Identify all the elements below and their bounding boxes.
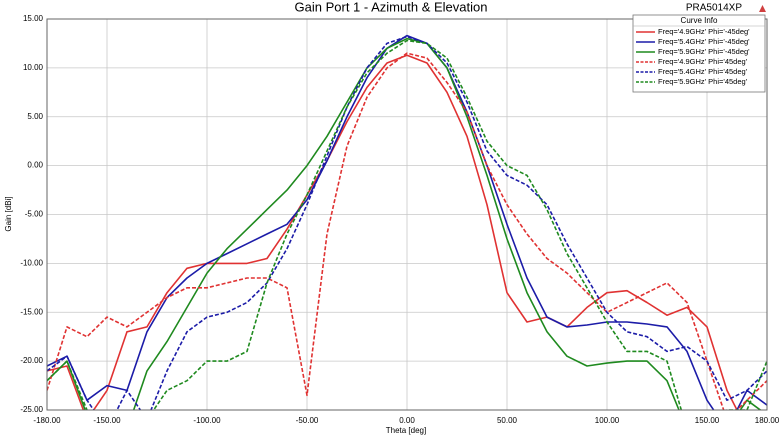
y-tick-label: 5.00 [27,112,43,121]
plot-lines [47,34,767,410]
x-tick-label: 50.00 [497,416,518,425]
plot-frame [46,18,768,411]
y-axis-label: Gain [dBi] [4,196,13,231]
y-tick-label: 15.00 [23,14,44,23]
x-tick-label: 150.00 [695,416,720,425]
y-tick-label: -20.00 [20,356,43,365]
x-tick-label: -50.00 [296,416,319,425]
series-line [47,39,767,410]
x-tick-label: 180.00 [755,416,780,425]
y-tick-label: -15.00 [20,307,43,316]
legend-label: Freq='5.4GHz' Phi='-45deg' [658,37,750,46]
y-tick-label: 0.00 [27,161,43,170]
x-tick-label: -100.00 [193,416,221,425]
series-line [47,52,767,410]
x-tick-label: -150.00 [93,416,121,425]
legend-label: Freq='5.9GHz' Phi='-45deg' [658,47,750,56]
x-axis-label: Theta [deg] [386,426,426,435]
x-tick-label: -180.00 [33,416,61,425]
series-line [47,54,767,410]
chart-title: Gain Port 1 - Azimuth & Elevation [295,0,488,14]
series-line [47,37,762,410]
x-tick-label: 0.00 [399,416,415,425]
legend-title: Curve Info [681,16,718,25]
y-tick-label: 10.00 [23,63,44,72]
y-tick-label: -25.00 [20,405,43,414]
y-tick-label: -10.00 [20,258,43,267]
legend-box [632,14,766,93]
legend-label: Freq='4.9GHz' Phi='-45deg' [658,27,750,36]
legend-label: Freq='5.9GHz' Phi='45deg' [658,77,748,86]
legend-label: Freq='4.9GHz' Phi='45deg' [658,57,748,66]
x-tick-label: 100.00 [595,416,620,425]
y-tick-label: -5.00 [25,210,44,219]
legend-label: Freq='5.4GHz' Phi='45deg' [658,67,748,76]
series-line [47,35,767,410]
badge-icon [759,5,766,12]
badge: PRA5014XP [686,3,742,14]
